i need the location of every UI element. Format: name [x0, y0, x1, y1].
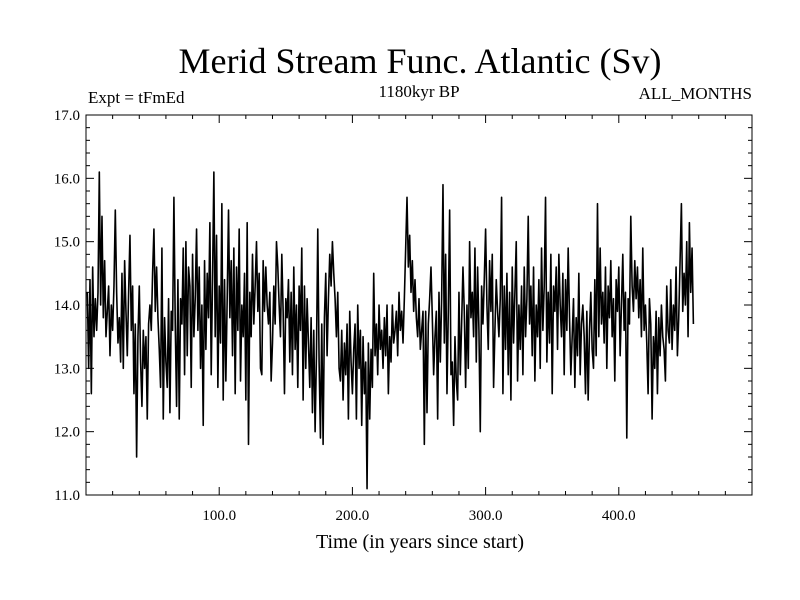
period-label: 1180kyr BP — [378, 82, 459, 101]
y-tick-label: 12.0 — [54, 425, 80, 441]
x-tick-label: 100.0 — [202, 508, 236, 524]
x-tick-label: 400.0 — [602, 508, 636, 524]
x-tick-label: 200.0 — [336, 508, 370, 524]
months-label: ALL_MONTHS — [639, 84, 752, 103]
x-tick-label: 300.0 — [469, 508, 503, 524]
y-tick-label: 16.0 — [54, 171, 80, 187]
series-line — [86, 171, 695, 490]
y-axis-ticks: 11.0 12.0 13.0 14.0 15.0 16.0 17.0 — [54, 108, 752, 504]
plot-frame — [85, 114, 753, 496]
y-tick-label: 17.0 — [54, 108, 80, 124]
experiment-label: Expt = tFmEd — [88, 88, 185, 107]
y-tick-label: 13.0 — [54, 361, 80, 377]
x-axis-ticks: 100.0 200.0 300.0 400.0 — [112, 115, 726, 524]
y-tick-label: 15.0 — [54, 235, 80, 251]
y-tick-label: 14.0 — [54, 298, 80, 314]
chart-title: Merid Stream Func. Atlantic (Sv) — [179, 41, 662, 81]
x-axis-label: Time (in years since start) — [316, 531, 524, 553]
y-tick-label: 11.0 — [54, 488, 80, 504]
